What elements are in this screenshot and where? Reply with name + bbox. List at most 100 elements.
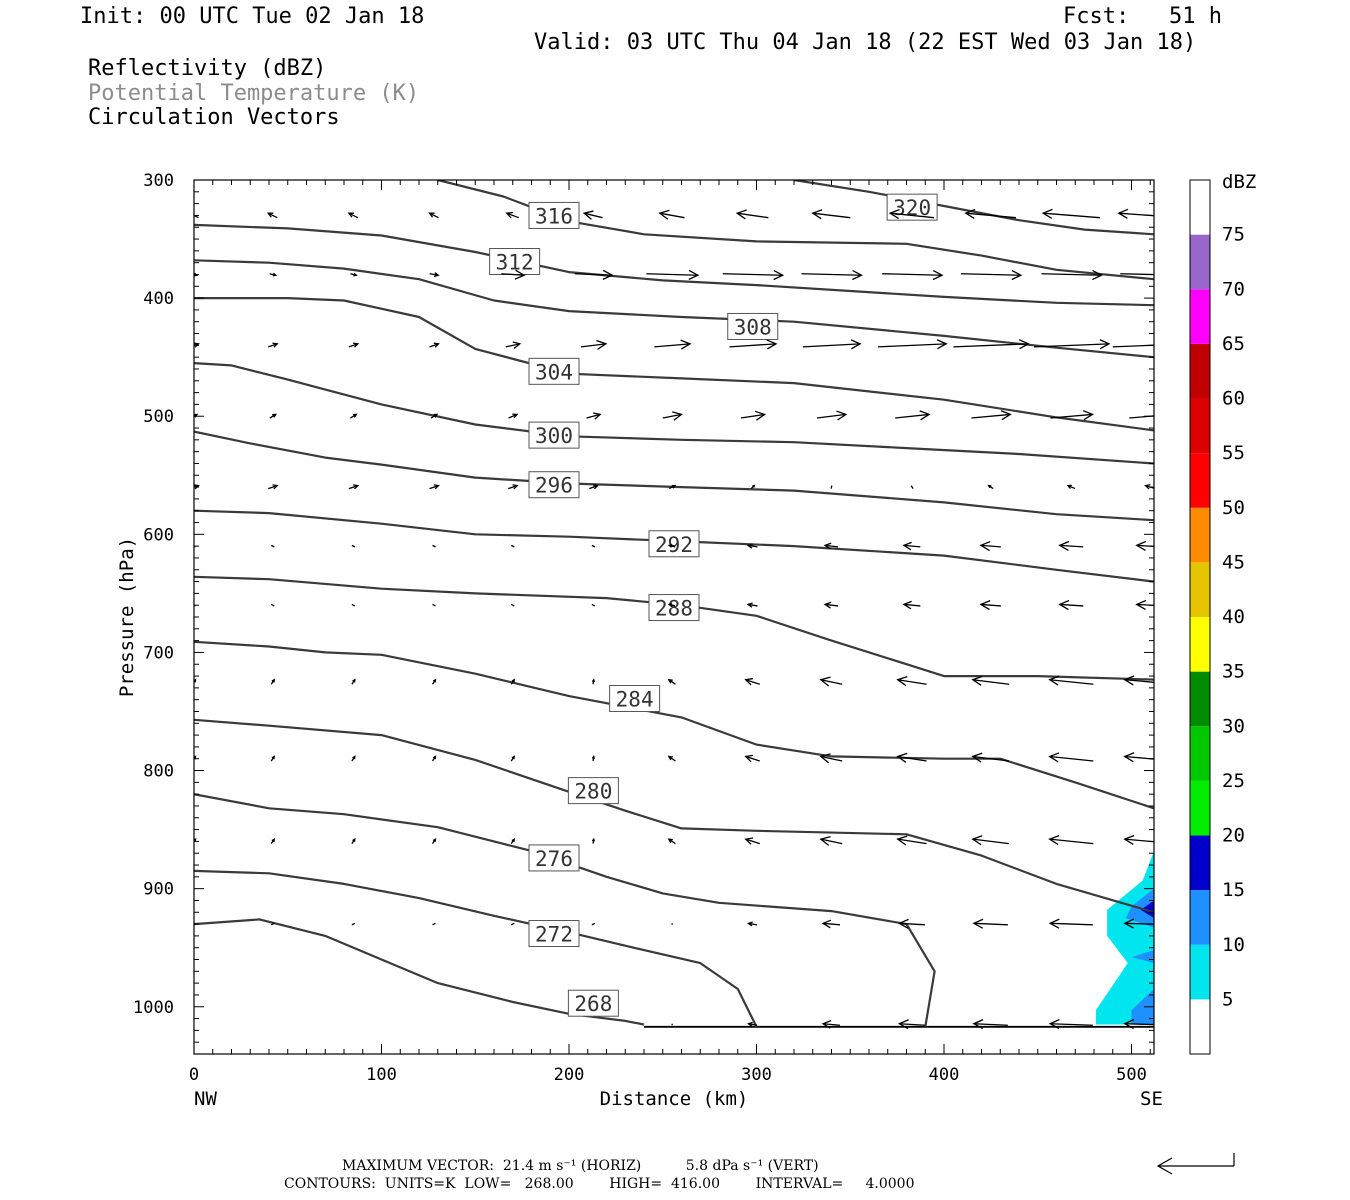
circulation-vector — [801, 273, 862, 276]
circulation-vector — [432, 544, 436, 548]
vector-arrowhead — [902, 541, 912, 551]
circulation-vector — [745, 755, 760, 762]
colorbar-bin-30 — [1190, 671, 1210, 727]
axes: 0 100 200 300 400 500 300 400 500 600 700 800 900 100… — [133, 171, 1154, 1085]
circulation-vector — [1124, 679, 1154, 683]
contour-label-288: 288 — [655, 597, 693, 621]
circulation-vector — [194, 484, 199, 488]
theta-contour-276 — [194, 793, 936, 1027]
vector-arrowhead — [1048, 1018, 1060, 1030]
vector-arrowhead — [1082, 410, 1094, 421]
vector-arrowhead — [432, 678, 437, 683]
theta-contour-296 — [194, 430, 1154, 522]
init-time: Init: 00 UTC Tue 02 Jan 18 — [80, 4, 425, 29]
colorbar-bin-15 — [1190, 835, 1210, 891]
contour-label-box — [528, 201, 580, 229]
vector-arrowhead — [1048, 675, 1060, 686]
vector-arrowhead — [433, 484, 440, 490]
vector-arrowhead — [823, 542, 832, 550]
x-end-label-se: SE — [1140, 1088, 1163, 1110]
colorbar-bin-65 — [1190, 289, 1210, 344]
theta-contour-288 — [194, 575, 1154, 681]
vector-arrowhead — [433, 272, 440, 278]
vector-arrowhead — [352, 837, 356, 842]
vector-arrowhead — [352, 678, 356, 683]
circulation-vector — [270, 544, 275, 548]
reflectivity-shading — [1095, 850, 1154, 1025]
vector-arrowhead — [353, 272, 358, 277]
vector-arrowhead — [1066, 484, 1072, 489]
circulation-vector — [505, 343, 520, 348]
circulation-vector — [971, 413, 1011, 419]
circulation-vector — [194, 214, 199, 219]
circulation-vector — [194, 343, 199, 347]
vector-arrowhead — [936, 339, 948, 350]
circulation-vector — [722, 273, 783, 276]
vector-arrowhead — [272, 413, 277, 418]
circulation-vector — [980, 544, 1001, 548]
colorbar-tick-label: 45 — [1222, 551, 1245, 573]
circulation-vector — [506, 212, 519, 219]
vector-arrowhead — [428, 212, 435, 218]
vector-arrowhead — [667, 544, 673, 548]
circulation-vector — [591, 922, 596, 926]
vector-arrowhead — [823, 601, 832, 609]
vector-arrowhead — [593, 484, 599, 490]
circulation-vector — [583, 212, 603, 219]
vector-arrowhead — [754, 410, 767, 421]
circulation-vector — [662, 413, 682, 419]
theta-contour-284 — [194, 640, 1154, 810]
vector-arrowhead — [271, 837, 276, 842]
vector-arrowhead — [688, 269, 700, 281]
circulation-vector — [820, 679, 843, 685]
circulation-vector — [822, 1023, 841, 1026]
vector-arrowhead — [964, 208, 976, 220]
y-tick-label: 300 — [143, 171, 174, 191]
forecast-hour: Fcst: 51 h — [1063, 4, 1222, 29]
vector-arrowhead — [735, 209, 747, 220]
circulation-vector — [1049, 679, 1094, 685]
vector-arrowhead — [347, 212, 354, 218]
circulation-vector — [510, 922, 515, 926]
contour-label-box — [528, 920, 580, 948]
circulation-vector — [1041, 273, 1102, 276]
colorbar-bin-5 — [1190, 944, 1210, 1000]
refl-10dbz — [1131, 950, 1154, 964]
vector-arrowhead — [1123, 834, 1135, 845]
circulation-vector — [432, 603, 436, 607]
vector-arrowhead — [819, 676, 831, 687]
vector-arrowhead — [1048, 834, 1060, 846]
circulation-vector — [953, 343, 1029, 348]
colorbar-title: dBZ — [1222, 171, 1256, 193]
vector-arrowhead — [987, 484, 992, 489]
contour-label-280: 280 — [574, 780, 612, 804]
circulation-vector — [1050, 922, 1093, 926]
vector-arrowhead — [1099, 339, 1111, 350]
vector-arrowhead — [1135, 540, 1147, 551]
y-tick-label: 900 — [143, 880, 174, 900]
colorbar-bin-75 — [1190, 180, 1210, 235]
colorbar-bin-10 — [1190, 890, 1210, 945]
colorbar-bin-55 — [1190, 398, 1210, 454]
vector-arrowhead — [514, 269, 526, 280]
circulation-vector — [654, 343, 691, 348]
theta-contour-280 — [194, 718, 1154, 914]
contour-label-292: 292 — [655, 533, 693, 557]
vector-arrowhead — [971, 675, 983, 686]
contour-label-box — [648, 594, 700, 622]
contour-label-box — [567, 777, 619, 805]
circulation-vector — [429, 484, 439, 490]
theta-contour-312 — [194, 223, 1154, 307]
vector-arrowhead — [1058, 540, 1070, 552]
colorbar-tick-label: 30 — [1222, 715, 1245, 737]
vector-arrowhead — [433, 342, 440, 348]
vector-arrowhead — [766, 339, 778, 350]
vector-arrowhead — [747, 921, 753, 927]
circulation-vector — [268, 484, 278, 490]
circulation-vector — [812, 212, 851, 219]
vector-arrowhead — [811, 209, 823, 220]
circulation-vector — [270, 922, 275, 926]
circulation-vector — [729, 343, 777, 348]
circulation-vector — [748, 922, 758, 926]
colorbar-tick-label: 15 — [1222, 879, 1245, 901]
